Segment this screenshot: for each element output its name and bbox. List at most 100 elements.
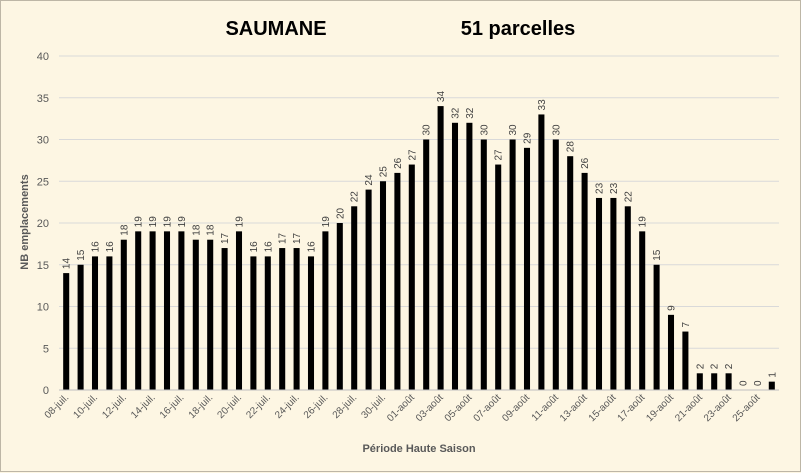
data-label: 27 — [494, 149, 505, 161]
y-tick-label: 0 — [43, 385, 49, 397]
data-label: 30 — [422, 124, 433, 136]
chart-subtitle: 51 parcelles — [461, 18, 576, 40]
y-tick-label: 10 — [37, 302, 49, 314]
bar — [639, 231, 646, 390]
y-tick-label: 15 — [37, 260, 49, 272]
y-tick-label: 5 — [43, 343, 49, 355]
data-label: 16 — [249, 241, 260, 253]
data-label: 23 — [595, 182, 606, 194]
data-label: 18 — [191, 224, 202, 236]
bars — [63, 106, 775, 391]
data-label: 19 — [148, 216, 159, 228]
bar — [711, 373, 718, 390]
data-label: 22 — [623, 191, 634, 203]
x-tick-label: 30-juil. — [360, 392, 389, 421]
bar — [509, 139, 516, 390]
bar — [264, 256, 271, 390]
bar — [135, 231, 142, 390]
data-label: 0 — [753, 380, 764, 386]
data-label: 2 — [724, 363, 735, 369]
data-label: 7 — [681, 322, 692, 328]
bar — [207, 239, 214, 390]
bar — [667, 314, 675, 390]
data-label: 15 — [76, 249, 87, 261]
bar — [379, 181, 387, 390]
bar — [178, 231, 185, 390]
data-label: 17 — [292, 232, 303, 244]
y-tick-label: 25 — [37, 176, 49, 188]
x-tick-label: 01-août — [385, 392, 417, 424]
data-label: 2 — [695, 363, 706, 369]
y-tick-label: 30 — [37, 135, 49, 147]
bar — [336, 223, 343, 390]
x-tick-label: 11-août — [530, 392, 561, 423]
bar — [610, 197, 617, 390]
data-label: 16 — [307, 241, 318, 253]
x-tick-label: 13-août — [558, 392, 590, 424]
data-label: 28 — [566, 141, 577, 153]
y-axis-title: NB emplacements — [19, 174, 31, 269]
x-tick-label: 21-août — [673, 392, 705, 424]
data-label: 14 — [62, 258, 73, 270]
bar — [552, 139, 559, 390]
data-label: 26 — [393, 157, 404, 169]
data-label: 16 — [91, 241, 102, 253]
bar — [408, 164, 415, 390]
data-label: 9 — [667, 305, 678, 311]
data-label: 25 — [379, 166, 390, 178]
bar — [523, 147, 531, 390]
data-label: 16 — [263, 241, 274, 253]
data-label: 17 — [278, 232, 289, 244]
data-label: 19 — [235, 216, 246, 228]
x-tick-label: 22-juil. — [244, 392, 273, 421]
x-tick-label: 20-juil. — [216, 392, 245, 421]
bar — [235, 231, 243, 390]
data-label: 23 — [609, 182, 620, 194]
data-label: 26 — [580, 157, 591, 169]
bar — [451, 122, 459, 391]
bar — [149, 231, 156, 390]
bar — [279, 248, 286, 390]
x-tick-label: 07-août — [472, 392, 504, 424]
x-tick-label: 12-juil. — [100, 392, 129, 421]
bar — [682, 331, 689, 390]
data-label: 27 — [407, 149, 418, 161]
data-label: 18 — [206, 224, 217, 236]
data-label: 32 — [465, 107, 476, 119]
x-tick-label: 10-juil. — [72, 392, 101, 421]
bar — [624, 206, 631, 390]
data-label: 19 — [134, 216, 145, 228]
data-label: 29 — [523, 132, 534, 144]
bar — [567, 156, 574, 390]
bar — [696, 373, 703, 390]
data-label: 20 — [335, 207, 346, 219]
data-label: 0 — [739, 380, 750, 386]
bar — [307, 256, 315, 390]
data-label: 19 — [321, 216, 332, 228]
data-label: 19 — [638, 216, 649, 228]
bar — [77, 264, 84, 390]
bar — [581, 172, 588, 390]
x-tick-label: 18-juil. — [187, 392, 216, 421]
bar — [394, 172, 401, 390]
data-label: 18 — [119, 224, 130, 236]
bar — [106, 256, 113, 390]
y-tick-label: 20 — [37, 218, 49, 230]
bar — [91, 256, 99, 390]
x-tick-label: 24-juil. — [273, 392, 302, 421]
bar — [322, 231, 329, 390]
x-tick-label: 16-juil. — [158, 392, 187, 421]
data-label: 16 — [105, 241, 116, 253]
bar — [595, 197, 603, 390]
bar — [423, 139, 430, 390]
bar — [192, 239, 199, 390]
data-label: 19 — [177, 216, 188, 228]
x-tick-label: 03-août — [414, 392, 446, 424]
bar — [437, 106, 444, 390]
data-label: 30 — [479, 124, 490, 136]
bar — [480, 139, 487, 390]
x-tick-label: 09-août — [500, 392, 532, 424]
bar — [365, 189, 372, 390]
